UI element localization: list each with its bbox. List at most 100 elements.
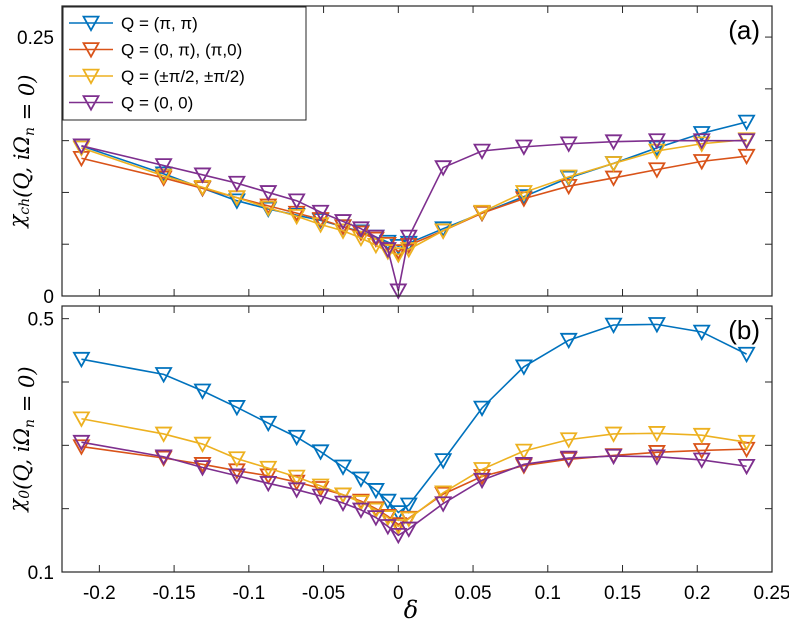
data-point-4-7 [311,488,330,505]
plot-area [62,306,772,572]
data-point-1-9 [351,471,370,488]
data-point-3-13 [399,511,418,528]
data-point-1-7 [311,444,330,461]
data-point-4-15 [472,472,492,490]
data-point-1-15 [472,400,492,417]
series-line-4 [81,441,747,537]
data-point-1-2 [154,367,173,384]
data-point-4-3 [193,460,212,477]
data-point-3-18 [604,156,623,173]
x-tick-label: 0 [393,583,404,604]
y-axis-label: χch(Q, iΩn = 0) [5,75,39,230]
series-4 [72,434,756,545]
data-point-4-9 [351,502,370,519]
data-point-1-19 [647,140,666,157]
panel-label: (a) [728,15,760,45]
data-point-4-10 [366,510,385,527]
x-tick-label: 0.25 [754,583,789,604]
legend-label: Q = (0, 0) [121,94,193,113]
data-point-4-20 [692,452,711,469]
data-point-3-6 [287,208,306,226]
data-point-3-12 [389,519,408,536]
legend-label: Q = (π, π) [121,14,198,33]
data-point-3-7 [311,478,330,495]
axes-frame [61,5,773,297]
data-point-4-1 [72,434,91,452]
data-point-3-2 [154,426,173,443]
data-point-4-3 [193,167,212,184]
data-point-4-8 [333,214,353,231]
data-point-3-5 [259,460,278,478]
data-point-2-21 [737,148,756,166]
data-point-2-1 [72,439,91,456]
data-point-3-2 [154,168,173,185]
series-4 [72,133,756,300]
data-point-2-17 [559,178,578,196]
data-point-3-16 [514,185,533,202]
data-point-1-13 [399,497,418,514]
x-tick-label: 0.2 [684,583,710,604]
data-point-4-2 [154,449,173,466]
data-point-4-4 [227,175,246,193]
data-point-2-21 [737,441,756,459]
x-tick-label: 0.15 [604,583,641,604]
data-point-1-20 [692,324,711,341]
data-point-4-16 [514,139,533,156]
data-point-4-11 [378,519,397,536]
data-point-1-10 [366,483,385,500]
data-point-3-9 [351,230,370,247]
x-tick-label: -0.1 [232,583,265,604]
axes-frame [61,305,773,573]
data-point-1-1 [72,351,91,369]
data-point-3-12 [389,247,408,264]
data-point-3-6 [287,469,306,486]
legend-entry: Q = (π, π) [69,14,198,33]
data-point-1-8 [333,459,353,476]
x-tick-label: -0.05 [302,583,345,604]
data-point-1-19 [647,317,666,334]
data-point-3-19 [647,143,666,160]
data-point-3-14 [434,485,453,502]
data-point-3-11 [378,510,397,527]
data-point-3-19 [647,426,666,443]
series-line-3 [81,417,747,528]
data-point-4-11 [378,242,397,259]
data-point-3-11 [378,244,397,261]
legend: Q = (π, π) Q = (0, π), (π,0) Q = (±π/2, ±π… [62,6,307,121]
data-point-3-5 [259,200,278,217]
legend-marker [81,95,101,112]
data-point-2-19 [647,162,666,179]
data-point-4-5 [259,185,278,202]
data-point-4-14 [434,496,453,513]
data-point-4-17 [559,450,578,467]
legend-marker [81,68,101,85]
legend-box [62,6,307,121]
data-point-3-17 [559,169,578,186]
data-point-4-14 [434,160,453,177]
data-point-4-10 [366,229,385,246]
data-point-4-1 [72,138,91,155]
data-point-3-8 [333,487,353,504]
data-point-4-19 [647,449,666,466]
data-point-4-6 [287,482,306,499]
data-point-3-17 [559,432,578,449]
data-point-4-16 [514,457,533,474]
legend-label: Q = (±π/2, ±π/2) [121,67,245,86]
data-point-4-7 [311,204,330,222]
data-point-4-5 [259,476,278,493]
data-point-4-21 [737,133,756,150]
data-point-1-3 [193,383,212,400]
data-point-4-18 [604,448,623,466]
data-point-1-21 [737,346,756,364]
x-axis-label: δ [404,596,418,624]
data-point-3-15 [472,462,492,479]
data-point-4-6 [287,193,306,210]
data-point-2-19 [647,445,666,462]
data-point-3-20 [692,427,711,445]
data-point-1-17 [559,332,578,350]
data-point-3-21 [737,434,756,452]
x-tick-label: 0.05 [455,583,492,604]
data-point-3-1 [72,411,91,428]
x-tick-label: -0.2 [83,583,116,604]
